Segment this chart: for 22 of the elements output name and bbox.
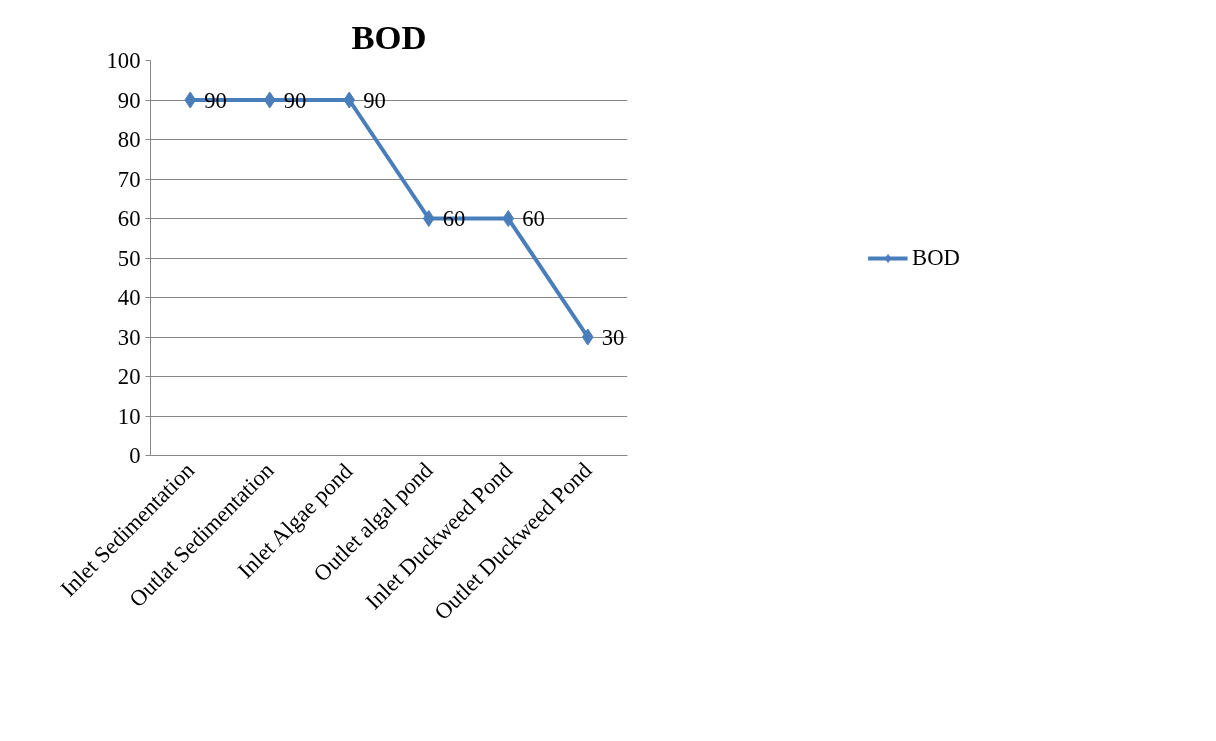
y-tick-label: 30 [117,324,141,350]
data-label: 90 [363,87,386,113]
y-tick-label: 80 [117,127,141,152]
point [502,210,515,227]
y-tick-label: 0 [129,443,141,468]
chart-title: BOD [351,17,427,56]
data-label: 30 [601,324,625,350]
y-tick-label: 60 [117,206,141,231]
point [184,91,197,109]
y-tick-label: 70 [117,166,141,192]
point [422,210,435,227]
y-tick-label: 100 [106,48,141,73]
y-tick-label: 50 [117,245,141,271]
point [263,91,276,109]
point [343,91,356,109]
y-tick-label: 10 [117,403,141,429]
legend-label: BOD [912,244,960,271]
data-label: 60 [522,206,545,231]
y-tick-label: 40 [117,285,141,310]
point [581,328,594,346]
y-tick-label: 90 [117,87,141,113]
y-tick-label: 20 [117,364,141,389]
